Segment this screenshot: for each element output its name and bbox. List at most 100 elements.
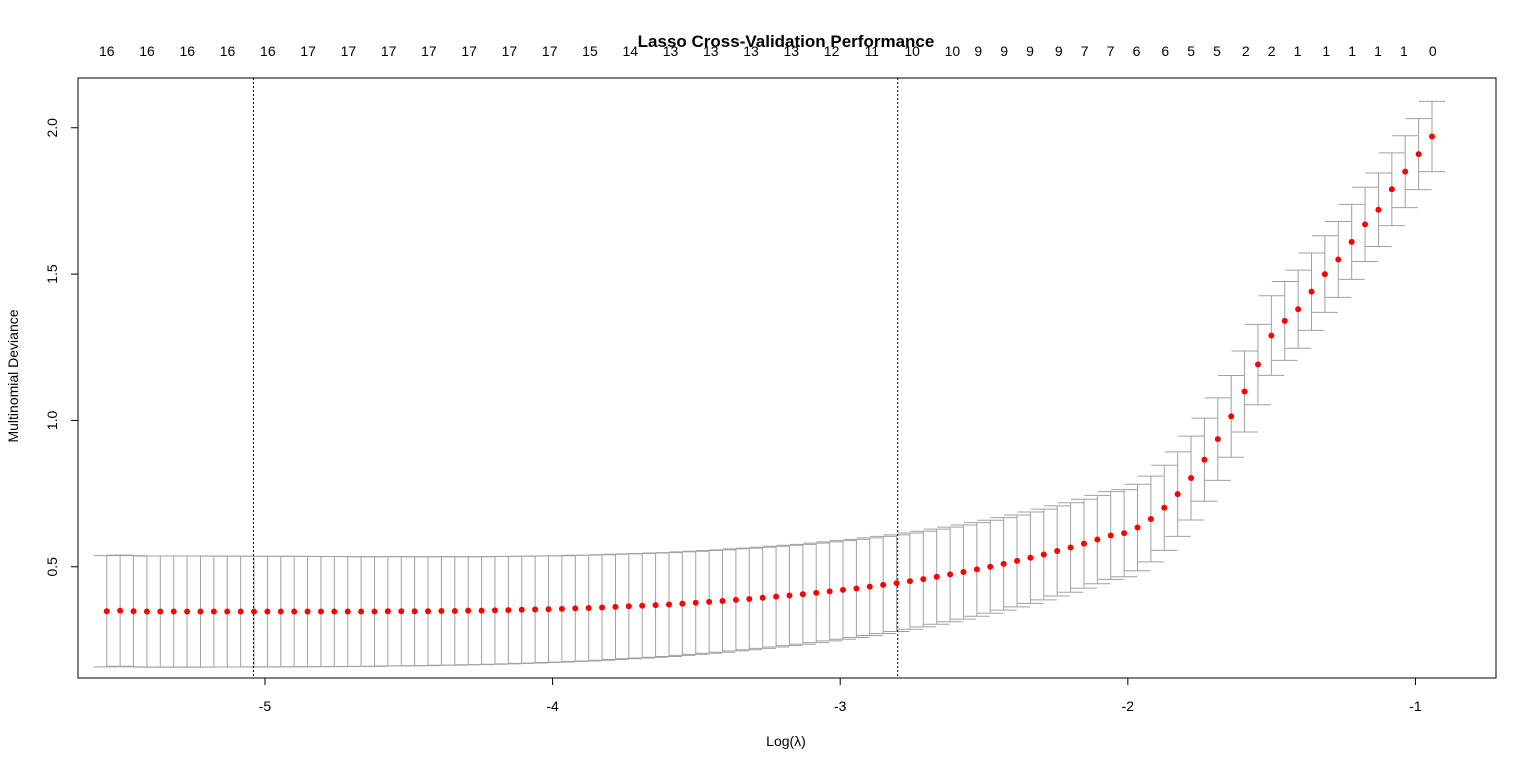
data-point	[746, 595, 753, 602]
data-point	[1268, 332, 1275, 339]
data-point	[625, 603, 632, 610]
data-point	[732, 596, 739, 603]
data-point	[866, 583, 873, 590]
data-point	[1335, 256, 1342, 263]
data-point	[1201, 456, 1208, 463]
data-point	[438, 607, 445, 614]
data-point	[1281, 317, 1288, 324]
top-axis-label: 2	[1242, 43, 1250, 59]
data-point	[1174, 491, 1181, 498]
y-tick-label: 1.0	[44, 410, 60, 430]
data-point	[130, 608, 137, 615]
data-point	[1254, 361, 1261, 368]
data-point	[1027, 554, 1034, 561]
data-point	[612, 603, 619, 610]
top-axis-label: 13	[784, 43, 800, 59]
data-point	[1188, 475, 1195, 482]
data-point	[639, 602, 646, 609]
data-point	[773, 593, 780, 600]
data-point	[1428, 133, 1435, 140]
top-axis-label: 16	[99, 43, 115, 59]
data-point	[1348, 238, 1355, 245]
data-point	[1388, 186, 1395, 193]
top-axis-label: 1	[1374, 43, 1382, 59]
top-axis-label: 9	[1026, 43, 1034, 59]
data-point	[518, 606, 525, 613]
data-point	[331, 608, 338, 615]
data-point	[532, 606, 539, 613]
data-point	[344, 608, 351, 615]
plot-frame	[77, 77, 1497, 679]
data-point	[1308, 288, 1315, 295]
data-point	[920, 576, 927, 583]
x-tick-label: -1	[1409, 698, 1422, 714]
data-point	[1402, 168, 1409, 175]
top-axis-label: 1	[1348, 43, 1356, 59]
data-point	[1094, 536, 1101, 543]
data-point	[1362, 221, 1369, 228]
data-point	[973, 566, 980, 573]
data-point	[572, 605, 579, 612]
data-point	[947, 571, 954, 578]
top-axis-label: 7	[1081, 43, 1089, 59]
data-point	[933, 573, 940, 580]
data-point	[652, 602, 659, 609]
data-point	[184, 608, 191, 615]
top-axis-label: 16	[220, 43, 236, 59]
data-point	[465, 607, 472, 614]
data-point	[478, 607, 485, 614]
chart-title: Lasso Cross-Validation Performance	[638, 32, 935, 51]
top-axis-label: 1	[1400, 43, 1408, 59]
data-point	[558, 605, 565, 612]
data-point	[197, 608, 204, 615]
data-point	[143, 608, 150, 615]
data-point	[371, 608, 378, 615]
data-point	[1134, 524, 1141, 531]
data-point	[1107, 532, 1114, 539]
data-point	[1000, 560, 1007, 567]
data-point	[291, 608, 298, 615]
data-point	[1375, 206, 1382, 213]
data-point	[277, 608, 284, 615]
data-point	[264, 608, 271, 615]
data-point	[679, 600, 686, 607]
x-tick-label: -5	[259, 698, 272, 714]
data-point	[1121, 530, 1128, 537]
data-point	[665, 601, 672, 608]
data-point	[451, 607, 458, 614]
top-axis-label: 12	[824, 43, 840, 59]
data-point	[304, 608, 311, 615]
top-axis-label: 9	[1000, 43, 1008, 59]
data-point	[893, 580, 900, 587]
y-tick-label: 0.5	[44, 557, 60, 577]
data-point	[317, 608, 324, 615]
data-point	[1321, 271, 1328, 278]
data-point	[1415, 151, 1422, 158]
data-point	[1214, 436, 1221, 443]
y-tick-label: 1.5	[44, 264, 60, 284]
data-point	[545, 606, 552, 613]
top-axis-label: 16	[139, 43, 155, 59]
y-axis-label: Multinomial Deviance	[5, 309, 21, 442]
top-axis-label: 17	[300, 43, 316, 59]
data-point	[1014, 557, 1021, 564]
x-tick-label: -2	[1122, 698, 1135, 714]
x-axis-label: Log(λ)	[766, 733, 806, 749]
data-point	[960, 569, 967, 576]
x-tick-label: -4	[546, 698, 559, 714]
top-axis-label: 10	[904, 43, 920, 59]
top-axis-label: 5	[1187, 43, 1195, 59]
top-axis-label: 5	[1213, 43, 1221, 59]
data-point	[692, 599, 699, 606]
data-point	[880, 581, 887, 588]
data-point	[813, 589, 820, 596]
data-point	[1040, 551, 1047, 558]
data-point	[251, 608, 258, 615]
top-axis-label: 17	[341, 43, 357, 59]
top-axis-label: 7	[1107, 43, 1115, 59]
data-point	[1161, 504, 1168, 511]
data-point	[505, 607, 512, 614]
top-axis-label: 15	[582, 43, 598, 59]
data-point	[210, 608, 217, 615]
